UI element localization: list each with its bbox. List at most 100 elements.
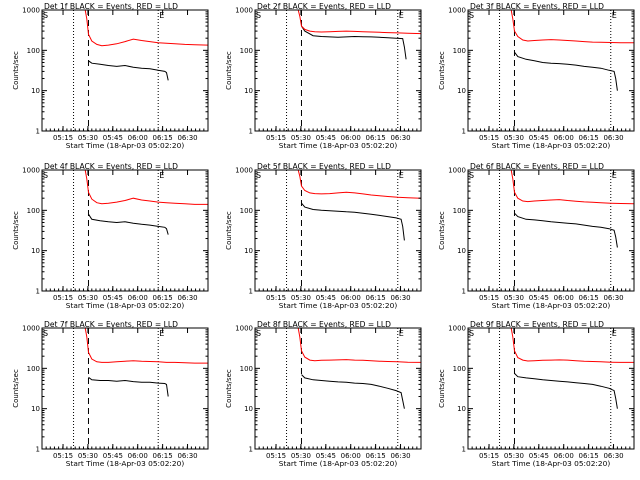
- x-axis-label: Start Time (18-Apr-03 05:02:20): [492, 459, 611, 468]
- x-tick-label: 06:15: [579, 452, 599, 460]
- y-tick-label: 10: [457, 247, 466, 255]
- x-tick-label: 06:30: [603, 134, 623, 142]
- events-series-line: [88, 60, 169, 81]
- x-tick-label: 05:30: [78, 294, 98, 302]
- y-tick-label: 1: [462, 446, 466, 454]
- plot-frame: [41, 327, 209, 450]
- x-tick-label: 05:15: [479, 452, 499, 460]
- y-tick-label: 100: [453, 365, 466, 373]
- plot-frame: [254, 169, 422, 292]
- x-tick-label: 05:45: [103, 134, 123, 142]
- panel-title: Det 8f BLACK = Events, RED = LLD: [257, 320, 391, 329]
- x-tick-label: 06:15: [366, 452, 386, 460]
- y-tick-label: 1: [249, 128, 253, 136]
- events-series-line: [301, 202, 405, 241]
- start-marker-label: S: [43, 329, 48, 338]
- start-marker-label: S: [256, 171, 261, 180]
- y-tick-label: 100: [240, 47, 253, 55]
- events-series-line: [88, 376, 169, 397]
- y-tick-label: 100: [240, 365, 253, 373]
- panel-title: Det 1f BLACK = Events, RED = LLD: [44, 2, 178, 11]
- y-tick-label: 1: [249, 446, 253, 454]
- panel-title: Det 2f BLACK = Events, RED = LLD: [257, 2, 391, 11]
- x-tick-label: 05:15: [266, 294, 286, 302]
- end-marker-label: E: [612, 329, 617, 338]
- y-axis-label: Counts/sec: [12, 51, 20, 90]
- x-tick-label: 05:15: [266, 134, 286, 142]
- events-series-line: [301, 374, 405, 409]
- x-tick-label: 06:15: [153, 452, 173, 460]
- plot-frame: [254, 327, 422, 450]
- x-axis-label: Start Time (18-Apr-03 05:02:20): [279, 141, 398, 150]
- x-tick-label: 05:45: [529, 134, 549, 142]
- lld-series-line: [491, 10, 634, 44]
- lld-series-line: [278, 328, 421, 363]
- x-axis-label: Start Time (18-Apr-03 05:02:20): [66, 301, 185, 310]
- x-tick-label: 05:30: [504, 452, 524, 460]
- x-tick-label: 05:45: [316, 452, 336, 460]
- start-marker-label: S: [469, 11, 474, 20]
- x-tick-label: 05:15: [53, 294, 73, 302]
- x-tick-label: 06:15: [153, 294, 173, 302]
- plot-frame: [41, 9, 209, 132]
- x-tick-label: 05:30: [78, 134, 98, 142]
- x-tick-label: 06:30: [390, 134, 410, 142]
- lld-series-line: [278, 10, 421, 35]
- x-tick-label: 05:45: [103, 452, 123, 460]
- y-tick-label: 100: [453, 207, 466, 215]
- y-tick-label: 10: [31, 247, 40, 255]
- x-axis-label: Start Time (18-Apr-03 05:02:20): [279, 301, 398, 310]
- start-marker-label: S: [43, 171, 48, 180]
- y-axis-label: Counts/sec: [12, 369, 20, 408]
- x-tick-label: 06:00: [128, 452, 148, 460]
- x-tick-label: 05:30: [291, 134, 311, 142]
- x-tick-label: 06:00: [554, 452, 574, 460]
- y-tick-label: 10: [457, 87, 466, 95]
- x-tick-label: 06:15: [579, 134, 599, 142]
- y-tick-label: 1000: [448, 167, 466, 175]
- plot-frame: [467, 169, 635, 292]
- panel-title: Det 6f BLACK = Events, RED = LLD: [470, 162, 604, 171]
- x-tick-label: 05:30: [504, 294, 524, 302]
- panel-title: Det 5f BLACK = Events, RED = LLD: [257, 162, 391, 171]
- y-tick-label: 10: [31, 87, 40, 95]
- events-series-line: [301, 25, 407, 60]
- y-tick-label: 1000: [22, 7, 40, 15]
- y-tick-label: 10: [457, 405, 466, 413]
- y-tick-label: 1000: [235, 7, 253, 15]
- x-axis-label: Start Time (18-Apr-03 05:02:20): [492, 141, 611, 150]
- x-tick-label: 06:00: [341, 294, 361, 302]
- x-tick-label: 06:30: [177, 134, 197, 142]
- x-axis-label: Start Time (18-Apr-03 05:02:20): [66, 141, 185, 150]
- end-marker-label: E: [159, 11, 164, 20]
- y-tick-label: 1: [36, 288, 40, 296]
- lld-series-line: [491, 328, 634, 363]
- events-series-line: [514, 373, 618, 409]
- x-tick-label: 05:30: [504, 134, 524, 142]
- events-series-line: [514, 212, 618, 248]
- x-tick-label: 06:30: [390, 452, 410, 460]
- x-tick-label: 05:30: [291, 294, 311, 302]
- y-tick-label: 100: [27, 365, 40, 373]
- x-tick-label: 06:30: [177, 452, 197, 460]
- x-tick-label: 06:00: [128, 294, 148, 302]
- end-marker-label: E: [399, 11, 404, 20]
- y-tick-label: 100: [240, 207, 253, 215]
- x-tick-label: 06:15: [366, 294, 386, 302]
- lld-series-line: [65, 328, 208, 364]
- y-tick-label: 100: [27, 207, 40, 215]
- events-series-line: [514, 51, 618, 91]
- end-marker-label: E: [159, 329, 164, 338]
- start-marker-label: S: [469, 171, 474, 180]
- y-tick-label: 10: [31, 405, 40, 413]
- y-tick-label: 100: [453, 47, 466, 55]
- y-tick-label: 1000: [448, 7, 466, 15]
- y-tick-label: 100: [27, 47, 40, 55]
